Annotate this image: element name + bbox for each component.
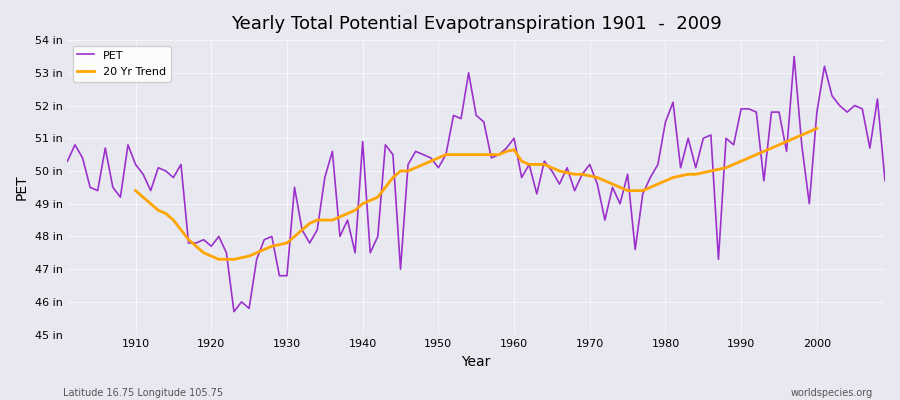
PET (508, 136, 519, 141)
PET (342, 218, 353, 222)
Text: Latitude 16.75 Longitude 105.75: Latitude 16.75 Longitude 105.75 (63, 388, 223, 398)
Legend: PET, 20 Yr Trend: PET, 20 Yr Trend (73, 46, 170, 82)
PET (62, 159, 73, 164)
20 Yr Trend (213, 257, 224, 262)
X-axis label: Year: Year (462, 355, 490, 369)
Y-axis label: PET: PET (15, 174, 29, 200)
20 Yr Trend (796, 132, 807, 137)
PET (122, 142, 133, 147)
PET (517, 175, 527, 180)
20 Yr Trend (221, 257, 232, 262)
20 Yr Trend (812, 126, 823, 131)
Line: PET: PET (68, 56, 885, 312)
20 Yr Trend (713, 167, 724, 172)
PET (788, 54, 799, 59)
20 Yr Trend (311, 218, 322, 222)
Text: worldspecies.org: worldspecies.org (791, 388, 873, 398)
PET (608, 185, 618, 190)
PET (229, 309, 239, 314)
PET (879, 178, 890, 183)
20 Yr Trend (804, 129, 814, 134)
Title: Yearly Total Potential Evapotranspiration 1901  -  2009: Yearly Total Potential Evapotranspiratio… (230, 15, 722, 33)
Line: 20 Yr Trend: 20 Yr Trend (136, 128, 817, 259)
PET (297, 228, 308, 232)
20 Yr Trend (297, 228, 308, 232)
20 Yr Trend (130, 188, 141, 193)
